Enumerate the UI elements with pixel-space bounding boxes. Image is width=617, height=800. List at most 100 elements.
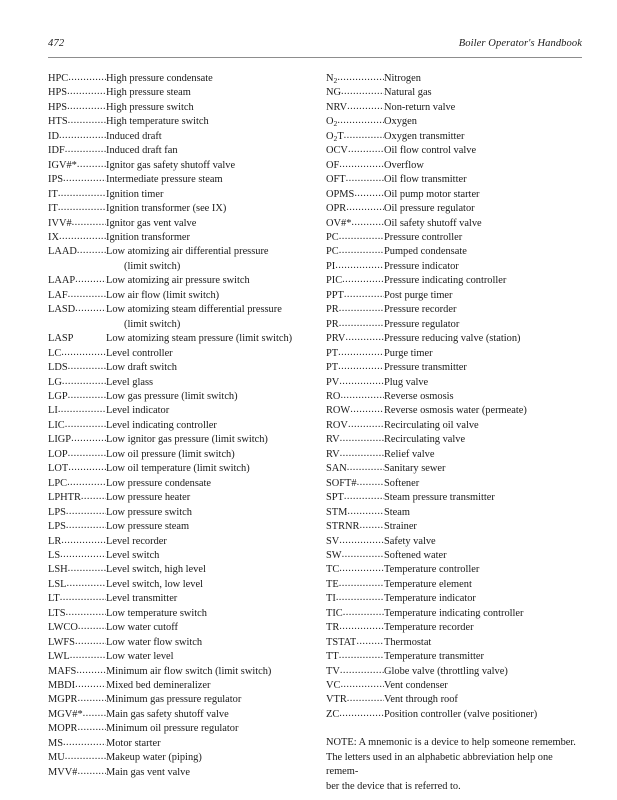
abbreviation: VTR: [326, 694, 347, 706]
abbreviation: LG: [48, 376, 62, 388]
definition: Pumped condensate: [384, 246, 467, 258]
definition: Pressure indicating controller: [384, 275, 507, 287]
abbreviation: MVV#: [48, 766, 78, 778]
abbreviation: TR: [326, 622, 340, 634]
abbreviation: IX: [48, 231, 59, 243]
glossary-entry: PI......................................…: [326, 260, 586, 274]
note-line: NOTE: A mnemonic is a device to help som…: [326, 737, 576, 749]
dot-leader: ........................................: [347, 505, 384, 517]
abbreviation-tabstop: SW......................................…: [326, 549, 384, 563]
glossary-entry: ZC......................................…: [326, 708, 586, 722]
abbreviation: STRNR: [326, 521, 360, 533]
glossary-entry: NRV.....................................…: [326, 101, 586, 115]
glossary-entry: LT......................................…: [48, 592, 308, 606]
definition: Oil flow control valve: [384, 145, 477, 157]
glossary-entry: TSTAT...................................…: [326, 636, 586, 650]
dot-leader: ........................................: [57, 187, 106, 199]
abbreviation-tabstop: IT......................................…: [48, 202, 106, 216]
definition: Steam: [384, 506, 410, 518]
abbreviation-tabstop: IT......................................…: [48, 188, 106, 202]
definition: Relief valve: [384, 448, 435, 460]
abbreviation-tabstop: LPS.....................................…: [48, 520, 106, 534]
glossary-entry: PIC.....................................…: [326, 274, 586, 288]
definition: Reverse osmosis: [384, 390, 454, 402]
glossary-entry: O2T.....................................…: [326, 130, 586, 144]
dot-leader: ........................................: [339, 433, 384, 445]
glossary-entry: LC......................................…: [48, 347, 308, 361]
glossary-entry: LI......................................…: [48, 404, 308, 418]
glossary-entry: OFT.....................................…: [326, 173, 586, 187]
dot-leader: ........................................: [61, 534, 106, 546]
dot-leader: ........................................: [67, 447, 106, 459]
abbreviation-tabstop: LASP....................................…: [48, 332, 106, 346]
definition: Level indicator: [106, 405, 170, 417]
abbreviation-tabstop: NRV.....................................…: [326, 101, 384, 115]
glossary-entry: LAAD....................................…: [48, 245, 308, 259]
definition: Recirculating oil valve: [384, 419, 479, 431]
dot-leader: ........................................: [347, 418, 384, 430]
glossary-entry: HPS.....................................…: [48, 86, 308, 100]
glossary-entry: ID......................................…: [48, 130, 308, 144]
abbreviation-tabstop: LWFS....................................…: [48, 636, 106, 650]
glossary-entry: SOFT#...................................…: [326, 477, 586, 491]
glossary-entry: RO......................................…: [326, 390, 586, 404]
definition: Low pressure heater: [106, 492, 191, 504]
abbreviation-tabstop: LG......................................…: [48, 376, 106, 390]
dot-leader: ........................................: [59, 592, 106, 604]
abbreviation: SPT: [326, 492, 344, 504]
running-head: 472 Boiler Operator's Handbook: [48, 38, 582, 58]
abbreviation: HTS: [48, 116, 68, 128]
abbreviation-tabstop: LI......................................…: [48, 404, 106, 418]
abbreviation: OCV: [326, 145, 348, 157]
definition: Recirculating valve: [384, 434, 466, 446]
glossary-column-left: HPC.....................................…: [48, 72, 308, 794]
abbreviation-tabstop: VTR.....................................…: [326, 693, 384, 707]
abbreviation-subscript: 2: [333, 119, 338, 129]
definition: Low atomizing steam pressure (limit swit…: [106, 333, 293, 345]
abbreviation: LWCO: [48, 622, 78, 634]
abbreviation: RV: [326, 448, 340, 460]
abbreviation-tabstop: LOP.....................................…: [48, 448, 106, 462]
glossary-entry: OF......................................…: [326, 159, 586, 173]
glossary-column-right: N2......................................…: [326, 72, 586, 794]
abbreviation-tabstop: LPS.....................................…: [48, 506, 106, 520]
dot-leader: ........................................: [338, 303, 384, 315]
glossary-entry: MOPR....................................…: [48, 722, 308, 736]
abbreviation-tabstop: LOT.....................................…: [48, 462, 106, 476]
abbreviation-tabstop: ID......................................…: [48, 130, 106, 144]
definition: Non-return valve: [384, 101, 456, 113]
abbreviation: LIGP: [48, 434, 72, 446]
definition-continuation: (limit switch): [124, 318, 181, 330]
glossary-entry: LWL.....................................…: [48, 650, 308, 664]
definition: Pressure indicator: [384, 260, 459, 272]
dot-leader: ........................................: [347, 100, 384, 112]
dot-leader: ........................................: [354, 187, 384, 199]
glossary-entry: LPS.....................................…: [48, 506, 308, 520]
definition: Ignitor gas vent valve: [106, 217, 197, 229]
abbreviation: HPS: [48, 87, 68, 99]
dot-leader: ........................................: [65, 520, 106, 532]
abbreviation-tabstop: OCV.....................................…: [326, 144, 384, 158]
definition: Low ignitor gas pressure (limit switch): [106, 434, 268, 446]
definition: Nitrogen: [384, 73, 421, 84]
abbreviation-tabstop: IDF.....................................…: [48, 144, 106, 158]
abbreviation: LT: [48, 593, 60, 605]
glossary-entry: LG......................................…: [48, 376, 308, 390]
abbreviation-tabstop: RO......................................…: [326, 390, 384, 404]
dot-leader: ........................................: [338, 230, 384, 242]
definition: Sanitary sewer: [384, 463, 446, 475]
definition: Low water level: [106, 651, 174, 663]
glossary-entry: IGV#*...................................…: [48, 159, 308, 173]
abbreviation: TT: [326, 651, 339, 663]
glossary-entry: RV......................................…: [326, 448, 586, 462]
abbreviation: O2T: [326, 130, 344, 143]
dot-leader: ........................................: [57, 404, 106, 416]
abbreviation: LIC: [48, 419, 65, 431]
abbreviation: PT: [326, 347, 339, 359]
abbreviation-tabstop: IVV#....................................…: [48, 217, 106, 231]
dot-leader: ........................................: [61, 375, 106, 387]
abbreviation-tabstop: LT......................................…: [48, 592, 106, 606]
dot-leader: ........................................: [65, 606, 106, 618]
abbreviation-tabstop: OFT.....................................…: [326, 173, 384, 187]
dot-leader: ........................................: [338, 361, 384, 373]
